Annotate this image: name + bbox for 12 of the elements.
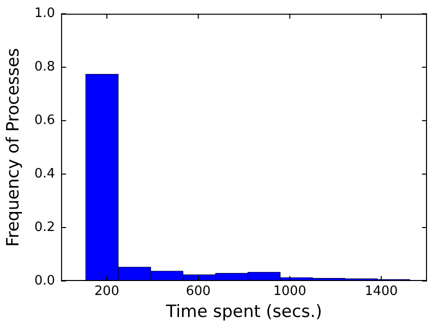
y-tick-label: 0.2 (34, 220, 56, 235)
y-tick-label: 0.8 (34, 60, 56, 75)
y-tick-label: 1.0 (34, 6, 56, 22)
x-tick-label: 600 (186, 284, 211, 300)
x-tick-label: 200 (94, 284, 120, 300)
x-tick-label: 1000 (273, 284, 306, 300)
y-tick-label: 0.6 (34, 113, 56, 128)
x-axis-title: Time spent (secs.) (164, 302, 322, 322)
y-tick-label: 0.0 (34, 273, 56, 288)
x-tick-label: 1400 (364, 284, 398, 300)
y-axis-title: Frequency of Processes (4, 48, 24, 247)
y-tick-label: 0.4 (34, 166, 56, 182)
